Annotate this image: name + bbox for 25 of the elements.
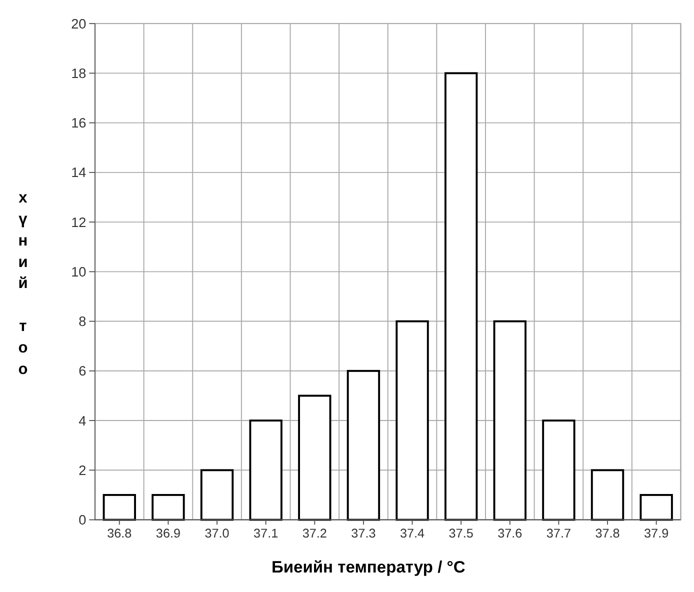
y-tick-label: 0 <box>78 512 87 528</box>
y-tick-label: 4 <box>78 413 87 428</box>
x-axis-title: Биеийн температур / °C <box>271 557 466 576</box>
y-tick-label: 18 <box>71 66 86 81</box>
y-tick-label: 14 <box>71 165 87 180</box>
y-tick-label: 12 <box>71 214 86 230</box>
x-tick-label: 37.1 <box>254 526 278 540</box>
x-tick-label: 37.6 <box>498 526 522 540</box>
x-tick-label: 37.3 <box>351 526 376 540</box>
x-tick-label: 37.4 <box>400 526 425 540</box>
x-tick-label: 37.7 <box>546 526 571 540</box>
text: хүний тоо <box>18 190 28 378</box>
y-tick-label: 16 <box>71 116 86 131</box>
x-tick-label: 36.8 <box>107 526 132 540</box>
x-tick-label: 37.2 <box>302 526 327 540</box>
y-tick-label: 20 <box>71 16 87 32</box>
y-tick-label: 10 <box>71 264 87 280</box>
y-tick-label: 8 <box>78 314 86 330</box>
x-tick-label: 37.9 <box>644 526 669 540</box>
y-tick-label: 2 <box>78 462 86 478</box>
x-tick-label: 37.8 <box>595 526 620 540</box>
y-tick-label: 6 <box>78 364 86 379</box>
x-tick-label: 37.0 <box>204 526 230 540</box>
x-tick-label: 36.9 <box>156 526 181 540</box>
x-tick-label: 37.5 <box>448 526 474 540</box>
